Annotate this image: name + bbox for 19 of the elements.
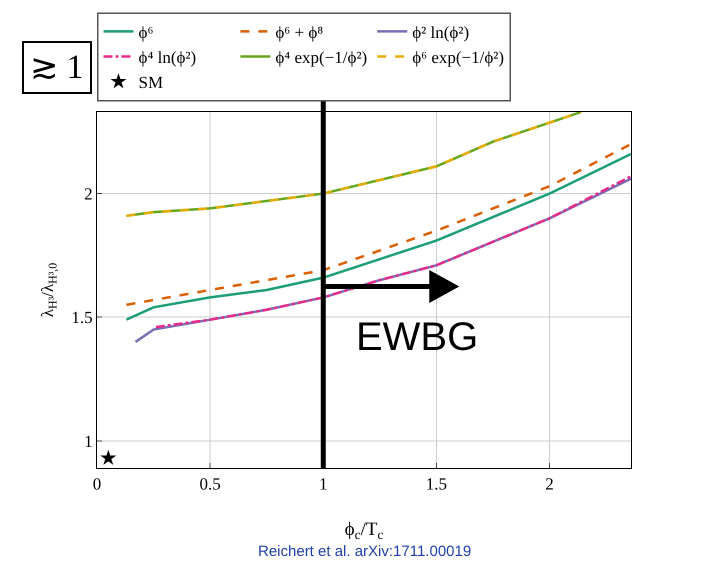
x-tick-label: 0.5 <box>200 474 221 494</box>
legend-label: ϕ⁴ ln(ϕ²) <box>138 48 196 68</box>
text: Reichert et al. arXiv:1711.00019 <box>258 543 472 560</box>
legend-label: ϕ⁶ + ϕ⁸ <box>275 23 324 42</box>
y-tick-label: 1.5 <box>71 308 93 328</box>
legend-label: ϕ⁶ exp(−1/ϕ²) <box>412 48 504 68</box>
y-tick-label: 2 <box>84 184 93 204</box>
legend-label: ϕ² ln(ϕ²) <box>412 23 470 42</box>
legend-label: ϕ⁴ exp(−1/ϕ²) <box>275 48 368 68</box>
x-axis-title: ϕ$_{c}$/T$_{c}$ <box>344 519 384 542</box>
x-tick-label: 2 <box>545 474 554 494</box>
legend-label: ϕ⁶ <box>138 23 154 42</box>
x-tick-label: 1.5 <box>426 474 448 494</box>
x-tick-label: 1 <box>319 474 328 494</box>
legend-label: SM <box>138 73 164 92</box>
annotation: EWBG <box>356 315 478 359</box>
text: ≳ 1 <box>30 49 84 86</box>
y-tick-label: 1 <box>84 432 93 451</box>
x-tick-label: 0 <box>92 474 102 494</box>
